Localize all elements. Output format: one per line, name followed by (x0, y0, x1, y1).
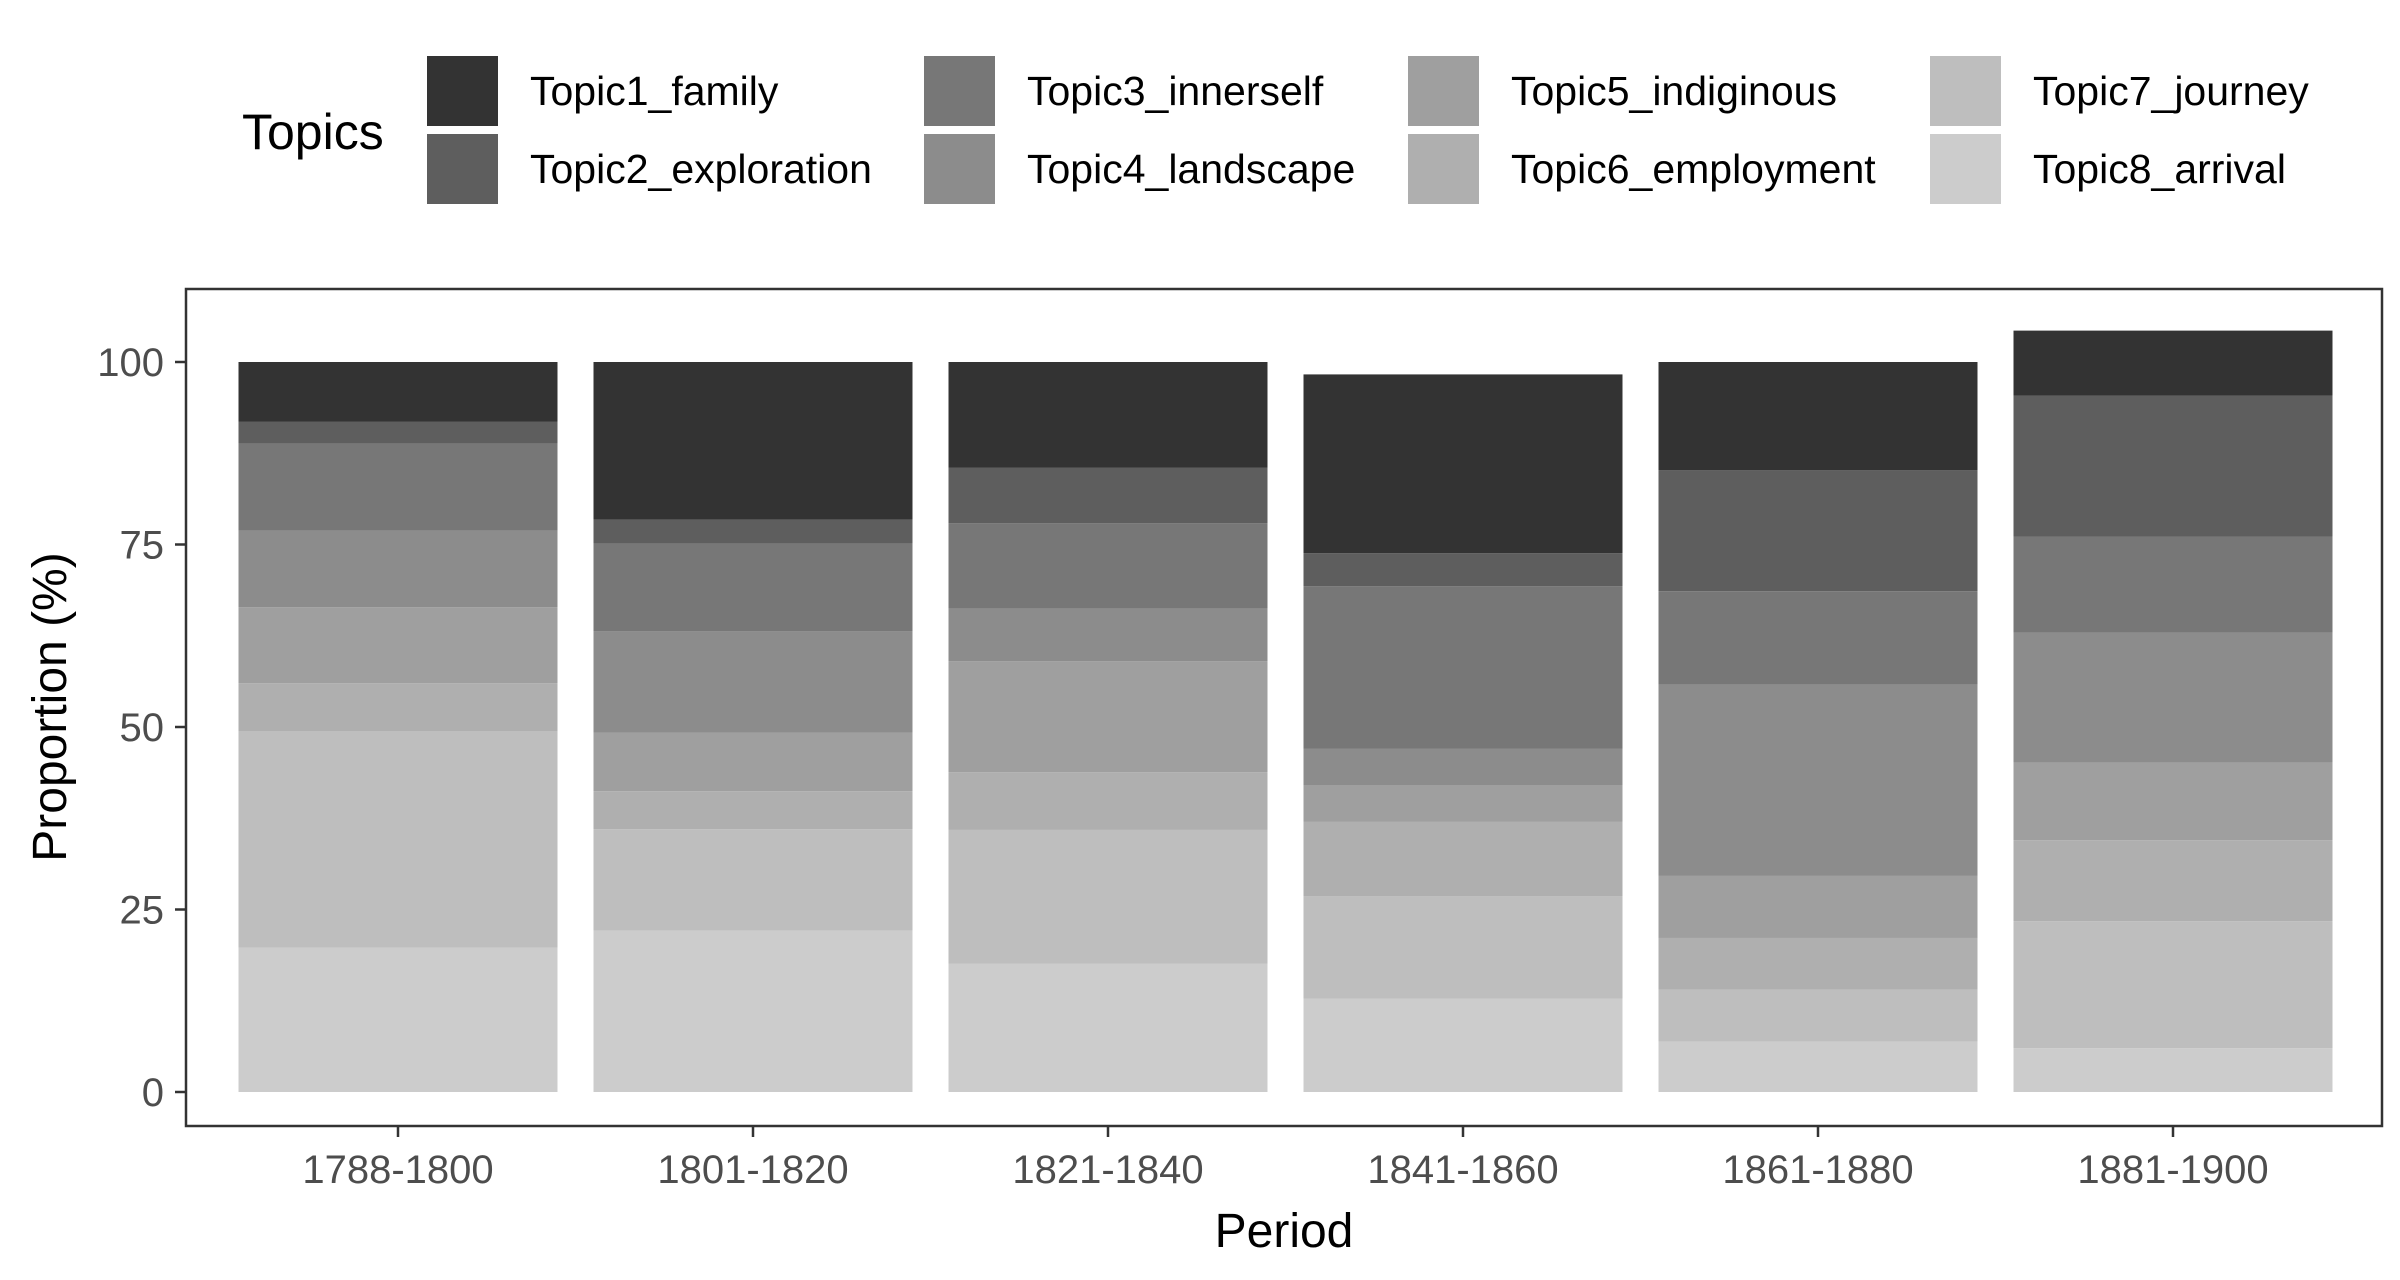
bar-segment-topic1-family-1861-1880 (1658, 362, 1978, 471)
bar-segment-topic4-landscape-1788-1800 (238, 530, 558, 608)
bar-segment-topic4-landscape-1861-1880 (1658, 684, 1978, 876)
bar-segment-topic2-exploration-1801-1820 (593, 519, 913, 544)
legend-item-topic7-journey: Topic7_journey (1930, 56, 2309, 126)
bar-segment-topic8-arrival-1821-1840 (948, 963, 1268, 1092)
legend-key (1408, 56, 1479, 126)
bar-segment-topic5-indiginous-1861-1880 (1658, 875, 1978, 938)
legend-label: Topic8_arrival (2033, 146, 2286, 192)
bar-segment-topic7-journey-1788-1800 (238, 731, 558, 948)
bar-stack-1881-1900 (2013, 330, 2333, 1092)
legend-label: Topic4_landscape (1027, 146, 1355, 192)
bar-segment-topic5-indiginous-1801-1820 (593, 732, 913, 792)
legend-label: Topic1_family (530, 68, 779, 114)
x-axis: 1788-1800 1801-1820 1821-1840 1841-1860 1861… (302, 1126, 2269, 1192)
bar-segment-topic4-landscape-1881-1900 (2013, 632, 2333, 763)
legend-item-topic4-landscape: Topic4_landscape (924, 134, 1355, 204)
bar-segment-topic6-employment-1788-1800 (238, 683, 558, 732)
y-tick-label: 25 (120, 889, 165, 933)
bar-stack-1861-1880 (1658, 362, 1978, 1092)
legend: Topics Topic1_family Topic2_exploration To… (242, 56, 2309, 204)
legend-label: Topic3_innerself (1027, 68, 1324, 114)
bar-segment-topic3-innerself-1788-1800 (238, 443, 558, 531)
bar-segment-topic6-employment-1801-1820 (593, 791, 913, 830)
bar-segment-topic1-family-1841-1860 (1303, 374, 1623, 554)
y-axis-title: Proportion (%) (24, 552, 77, 861)
x-tick-label: 1841-1860 (1367, 1148, 1558, 1192)
bar-segment-topic3-innerself-1801-1820 (593, 543, 913, 632)
bar-segment-topic7-journey-1861-1880 (1658, 989, 1978, 1042)
bar-segment-topic3-innerself-1861-1880 (1658, 591, 1978, 685)
bar-segment-topic6-employment-1841-1860 (1303, 821, 1623, 897)
legend-item-topic3-innerself: Topic3_innerself (924, 56, 1324, 126)
x-axis-title: Period (1215, 1205, 1354, 1258)
bar-segment-topic7-journey-1841-1860 (1303, 896, 1623, 999)
bar-segment-topic2-exploration-1841-1860 (1303, 553, 1623, 587)
bar-segment-topic3-innerself-1881-1900 (2013, 536, 2333, 633)
bar-segment-topic8-arrival-1788-1800 (238, 947, 558, 1092)
y-tick-label: 0 (142, 1071, 164, 1115)
legend-key (1930, 134, 2001, 204)
legend-label: Topic5_indiginous (1511, 68, 1837, 114)
bar-stack-1841-1860 (1303, 374, 1623, 1092)
bar-segment-topic1-family-1881-1900 (2013, 330, 2333, 396)
legend-item-topic6-employment: Topic6_employment (1408, 134, 1876, 204)
bar-segment-topic8-arrival-1801-1820 (593, 930, 913, 1092)
bar-segment-topic6-employment-1861-1880 (1658, 937, 1978, 990)
y-tick-label: 75 (120, 524, 165, 568)
bar-segment-topic2-exploration-1788-1800 (238, 421, 558, 444)
legend-key (427, 56, 498, 126)
bar-segment-topic6-employment-1821-1840 (948, 772, 1268, 830)
bar-segment-topic4-landscape-1801-1820 (593, 631, 913, 733)
bar-segment-topic7-journey-1801-1820 (593, 829, 913, 931)
bar-stack-1788-1800 (238, 362, 558, 1092)
bar-segment-topic7-journey-1881-1900 (2013, 921, 2333, 1049)
bar-segment-topic5-indiginous-1788-1800 (238, 607, 558, 684)
bar-segment-topic8-arrival-1881-1900 (2013, 1048, 2333, 1092)
bar-segment-topic5-indiginous-1841-1860 (1303, 785, 1623, 822)
legend-title: Topics (242, 104, 384, 160)
x-tick-label: 1881-1900 (2077, 1148, 2268, 1192)
bar-stack-1821-1840 (948, 362, 1268, 1092)
legend-label: Topic2_exploration (530, 146, 872, 192)
bar-segment-topic2-exploration-1881-1900 (2013, 395, 2333, 537)
bar-segment-topic4-landscape-1841-1860 (1303, 748, 1623, 786)
legend-label: Topic7_journey (2033, 68, 2309, 114)
legend-key (1408, 134, 1479, 204)
legend-item-topic1-family: Topic1_family (427, 56, 779, 126)
legend-item-topic2-exploration: Topic2_exploration (427, 134, 872, 204)
y-tick-label: 50 (120, 706, 165, 750)
bar-segment-topic5-indiginous-1881-1900 (2013, 762, 2333, 841)
bar-segment-topic3-innerself-1821-1840 (948, 523, 1268, 609)
bars (238, 330, 2333, 1092)
bar-segment-topic1-family-1788-1800 (238, 362, 558, 422)
x-tick-label: 1788-1800 (302, 1148, 493, 1192)
bar-segment-topic2-exploration-1861-1880 (1658, 470, 1978, 592)
legend-label: Topic6_employment (1511, 146, 1876, 192)
y-tick-label: 100 (97, 341, 164, 385)
legend-key (1930, 56, 2001, 126)
legend-item-topic5-indiginous: Topic5_indiginous (1408, 56, 1837, 126)
x-tick-label: 1801-1820 (657, 1148, 848, 1192)
x-tick-label: 1821-1840 (1012, 1148, 1203, 1192)
bar-segment-topic5-indiginous-1821-1840 (948, 661, 1268, 773)
legend-item-topic8-arrival: Topic8_arrival (1930, 134, 2286, 204)
legend-key (924, 56, 995, 126)
x-tick-label: 1861-1880 (1722, 1148, 1913, 1192)
bar-segment-topic4-landscape-1821-1840 (948, 608, 1268, 662)
bar-segment-topic2-exploration-1821-1840 (948, 467, 1268, 524)
bar-segment-topic8-arrival-1841-1860 (1303, 998, 1623, 1092)
bar-stack-1801-1820 (593, 362, 913, 1092)
bar-segment-topic3-innerself-1841-1860 (1303, 586, 1623, 749)
bar-segment-topic1-family-1821-1840 (948, 362, 1268, 468)
legend-key (427, 134, 498, 204)
bar-segment-topic6-employment-1881-1900 (2013, 840, 2333, 922)
bar-segment-topic8-arrival-1861-1880 (1658, 1041, 1978, 1092)
bar-segment-topic7-journey-1821-1840 (948, 829, 1268, 964)
y-axis: 0 25 50 75 100 (97, 341, 186, 1115)
bar-segment-topic1-family-1801-1820 (593, 362, 913, 520)
legend-key (924, 134, 995, 204)
